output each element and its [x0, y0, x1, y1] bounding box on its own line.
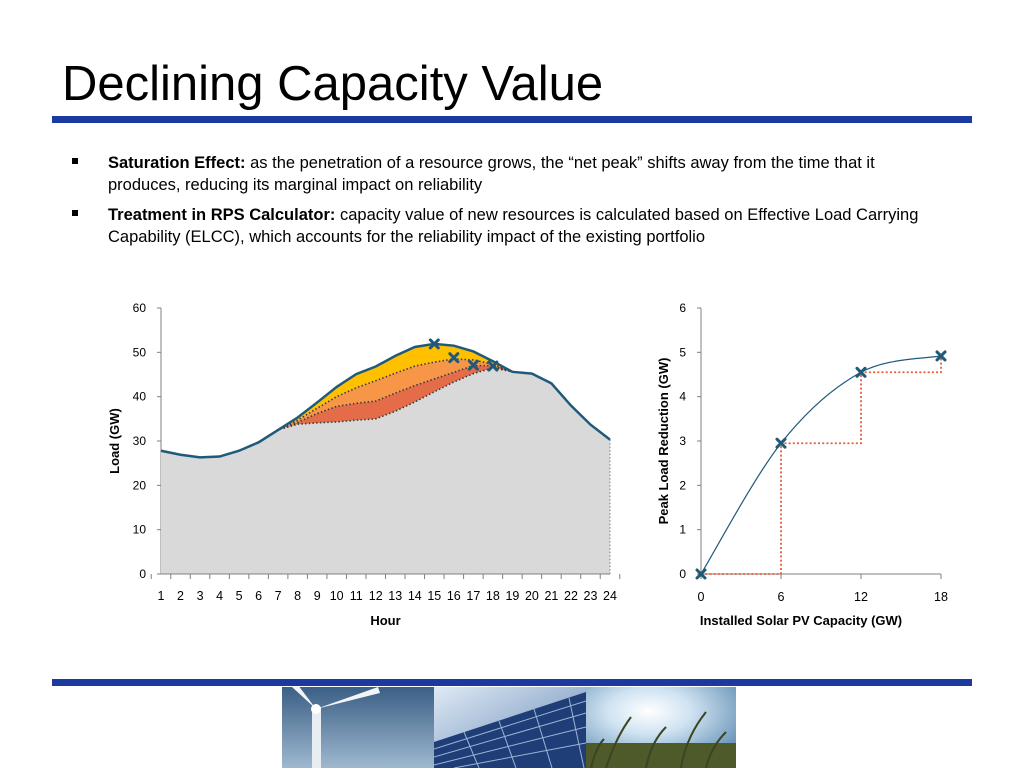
bullet-marker: [72, 158, 78, 164]
bullet-text: capacity value of new resources is calcu…: [108, 206, 919, 246]
y-tick-label: 3: [679, 434, 686, 448]
x-tick-label: 18: [486, 589, 500, 603]
y-tick-label: 20: [133, 478, 147, 492]
base-load-area: [161, 367, 610, 574]
x-tick-label: 22: [564, 589, 578, 603]
photo-strip: [282, 687, 736, 768]
x-axis-title: Installed Solar PV Capacity (GW): [700, 613, 902, 628]
x-tick-label: 23: [584, 589, 598, 603]
y-tick-label: 5: [679, 345, 686, 359]
x-tick-label: 16: [447, 589, 461, 603]
grass-field-photo: [586, 687, 736, 768]
slide-title: Declining Capacity Value: [62, 57, 604, 111]
peak-marker-stroke: [467, 359, 479, 371]
x-tick-label: 8: [294, 589, 301, 603]
bullet-item: Saturation Effect: as the penetration of…: [70, 152, 950, 196]
data-point-marker-stroke: [695, 568, 707, 580]
x-tick-label: 21: [544, 589, 558, 603]
x-tick-label: 9: [314, 589, 321, 603]
bottom-accent-bar: [52, 679, 972, 686]
x-tick-label: 11: [350, 589, 363, 603]
net-load-layer-2: [161, 358, 610, 458]
x-tick-label: 6: [778, 590, 785, 604]
x-tick-label: 3: [197, 589, 204, 603]
peak-marker-stroke: [448, 352, 460, 364]
top-accent-bar: [52, 116, 972, 123]
peak-marker-stroke: [487, 360, 499, 372]
peak-marker: [487, 360, 499, 372]
y-tick-label: 1: [679, 523, 686, 537]
net-load-layer-1: [161, 343, 610, 458]
data-point-marker: [855, 366, 867, 378]
bullet-marker: [72, 210, 78, 216]
data-point-marker-stroke: [935, 350, 947, 362]
x-tick-label: 14: [408, 589, 422, 603]
x-tick-label: 5: [236, 589, 243, 603]
incremental-step-line: [701, 355, 942, 575]
wind-turbine-photo: [282, 687, 434, 768]
y-tick-label: 40: [133, 390, 147, 404]
x-axis-title: Hour: [370, 613, 400, 628]
bullet-text: as the penetration of a resource grows, …: [108, 154, 875, 194]
y-tick-label: 0: [139, 567, 146, 581]
solar-panel-photo: [434, 687, 586, 768]
data-point-marker-stroke: [775, 437, 787, 449]
peak-marker: [467, 359, 479, 371]
x-tick-label: 10: [330, 589, 344, 603]
data-point-marker: [775, 437, 787, 449]
y-tick-label: 30: [133, 434, 147, 448]
y-tick-label: 10: [133, 523, 147, 537]
y-tick-label: 2: [679, 478, 686, 492]
y-tick-label: 6: [679, 301, 686, 315]
bullet-heading: Saturation Effect:: [108, 154, 246, 172]
x-tick-label: 18: [934, 590, 948, 604]
x-tick-label: 7: [275, 589, 282, 603]
peak-marker-stroke: [428, 338, 440, 350]
x-tick-label: 12: [854, 590, 868, 604]
x-tick-label: 20: [525, 589, 539, 603]
capacity-curve: [700, 355, 942, 575]
data-point-marker: [935, 350, 947, 362]
peak-marker: [428, 338, 440, 350]
y-axis-title: Load (GW): [107, 408, 122, 474]
x-tick-label: 6: [255, 589, 262, 603]
y-tick-label: 0: [679, 567, 686, 581]
x-tick-label: 4: [216, 589, 223, 603]
x-tick-label: 0: [698, 590, 705, 604]
x-tick-label: 24: [603, 589, 617, 603]
x-tick-label: 15: [427, 589, 441, 603]
y-tick-label: 60: [133, 301, 147, 315]
x-tick-label: 13: [388, 589, 402, 603]
bullet-item: Treatment in RPS Calculator: capacity va…: [70, 204, 950, 248]
peak-marker: [448, 352, 460, 364]
x-tick-label: 12: [369, 589, 383, 603]
y-tick-label: 50: [133, 345, 147, 359]
net-load-layer-3: [161, 365, 610, 458]
bullet-heading: Treatment in RPS Calculator:: [108, 206, 336, 224]
y-axis-title: Peak Load Reduction (GW): [656, 358, 671, 525]
y-tick-label: 4: [679, 390, 686, 404]
x-tick-label: 1: [158, 589, 165, 603]
data-point-marker-stroke: [855, 366, 867, 378]
data-point-marker: [695, 568, 707, 580]
x-tick-label: 2: [177, 589, 184, 603]
gross-load-line: [160, 342, 611, 459]
bullet-list: Saturation Effect: as the penetration of…: [70, 152, 950, 256]
x-tick-label: 17: [466, 589, 480, 603]
x-tick-label: 19: [505, 589, 519, 603]
